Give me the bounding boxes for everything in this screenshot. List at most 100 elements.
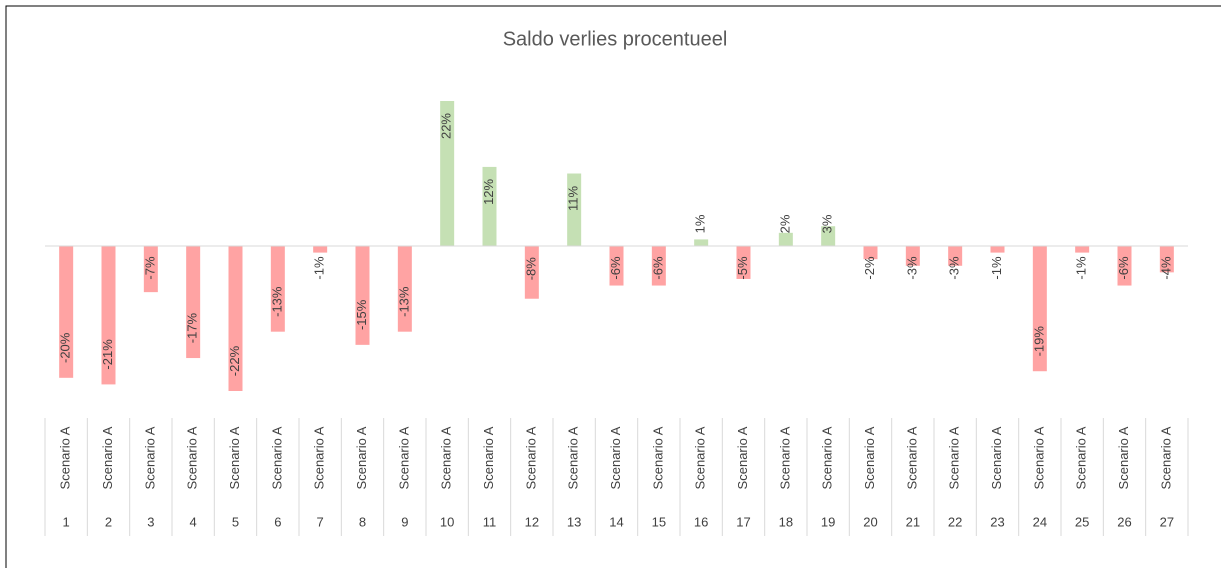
bar	[948, 246, 963, 266]
category-group-label: Scenario A	[862, 426, 877, 489]
bar	[397, 246, 412, 332]
data-label: -1%	[312, 256, 327, 280]
x-tick-label: 14	[609, 514, 623, 529]
bar	[524, 246, 539, 299]
x-tick-label: 4	[190, 514, 197, 529]
bar	[440, 101, 455, 246]
x-tick-label: 20	[863, 514, 877, 529]
data-label: -6%	[1116, 256, 1131, 280]
bar	[651, 246, 666, 286]
bar	[694, 239, 709, 246]
bar	[355, 246, 370, 345]
x-tick-label: 1	[63, 514, 70, 529]
x-tick-label: 13	[567, 514, 581, 529]
x-tick-label: 8	[359, 514, 366, 529]
category-group-label: Scenario A	[227, 426, 242, 489]
x-tick-label: 21	[906, 514, 920, 529]
category-group-label: Scenario A	[439, 426, 454, 489]
bar	[482, 166, 497, 246]
data-label: -3%	[947, 256, 962, 280]
x-tick-label: 19	[821, 514, 835, 529]
x-tick-label: 11	[483, 514, 497, 529]
x-tick-label: 16	[694, 514, 708, 529]
data-label: -13%	[396, 286, 411, 317]
data-label: 2%	[777, 214, 792, 233]
x-tick-label: 26	[1117, 514, 1131, 529]
category-group-label: Scenario A	[904, 426, 919, 489]
data-label: -5%	[735, 256, 750, 280]
category-group-label: Scenario A	[396, 426, 411, 489]
data-label: 12%	[481, 178, 496, 204]
x-tick-label: 18	[779, 514, 793, 529]
x-tick-label: 7	[317, 514, 324, 529]
category-group-label: Scenario A	[608, 426, 623, 489]
bar	[821, 226, 836, 246]
bar	[186, 246, 201, 359]
bar	[313, 246, 328, 253]
bar	[143, 246, 158, 293]
bar	[1117, 246, 1132, 286]
category-group-label: Scenario A	[1158, 426, 1173, 489]
data-label: -13%	[269, 286, 284, 317]
x-tick-label: 23	[990, 514, 1004, 529]
category-group-label: Scenario A	[58, 426, 73, 489]
x-tick-label: 22	[948, 514, 962, 529]
category-group-label: Scenario A	[142, 426, 157, 489]
bar	[609, 246, 624, 286]
x-tick-label: 12	[525, 514, 539, 529]
data-label: -1%	[989, 256, 1004, 280]
x-tick-label: 5	[232, 514, 239, 529]
category-group-label: Scenario A	[354, 426, 369, 489]
bar	[778, 232, 793, 246]
category-group-label: Scenario A	[777, 426, 792, 489]
category-group-label: Scenario A	[1116, 426, 1131, 489]
bar	[905, 246, 920, 266]
data-label: -2%	[862, 256, 877, 280]
bar	[270, 246, 285, 332]
chart-title: Saldo verlies procentueel	[503, 28, 728, 50]
x-tick-label: 10	[440, 514, 454, 529]
bar	[59, 246, 74, 378]
bar	[863, 246, 878, 260]
category-group-label: Scenario A	[566, 426, 581, 489]
bar	[1032, 246, 1047, 372]
bar	[736, 246, 751, 279]
data-label: 11%	[566, 186, 581, 211]
category-group-label: Scenario A	[481, 426, 496, 489]
x-tick-label: 17	[736, 514, 750, 529]
x-tick-label: 2	[105, 514, 112, 529]
category-group-label: Scenario A	[312, 426, 327, 489]
category-group-label: Scenario A	[820, 426, 835, 489]
x-tick-label: 24	[1033, 514, 1047, 529]
data-label: 1%	[693, 214, 708, 233]
bar	[101, 246, 116, 385]
category-group-label: Scenario A	[269, 426, 284, 489]
bar	[228, 246, 243, 391]
data-label: -19%	[1031, 326, 1046, 357]
data-label: -8%	[523, 257, 538, 281]
bar	[567, 173, 582, 246]
data-label: 22%	[439, 113, 454, 139]
data-label: 3%	[820, 214, 835, 233]
x-tick-label: 25	[1075, 514, 1089, 529]
category-group-label: Scenario A	[693, 426, 708, 489]
data-label: -3%	[904, 256, 919, 280]
bar	[990, 246, 1005, 253]
data-label: -1%	[1074, 256, 1089, 280]
data-label: -6%	[608, 256, 623, 280]
category-group-label: Scenario A	[1031, 426, 1046, 489]
x-tick-label: 3	[147, 514, 154, 529]
category-group-label: Scenario A	[947, 426, 962, 489]
data-label: -4%	[1158, 256, 1173, 280]
bar	[1159, 246, 1174, 273]
category-group-label: Scenario A	[735, 426, 750, 489]
x-tick-label: 6	[274, 514, 281, 529]
data-label: -7%	[142, 256, 157, 280]
category-group-label: Scenario A	[1074, 426, 1089, 489]
data-label: -20%	[58, 332, 73, 363]
bar	[1075, 246, 1090, 253]
x-tick-label: 15	[652, 514, 666, 529]
data-label: -22%	[227, 345, 242, 376]
data-label: -15%	[354, 299, 369, 330]
